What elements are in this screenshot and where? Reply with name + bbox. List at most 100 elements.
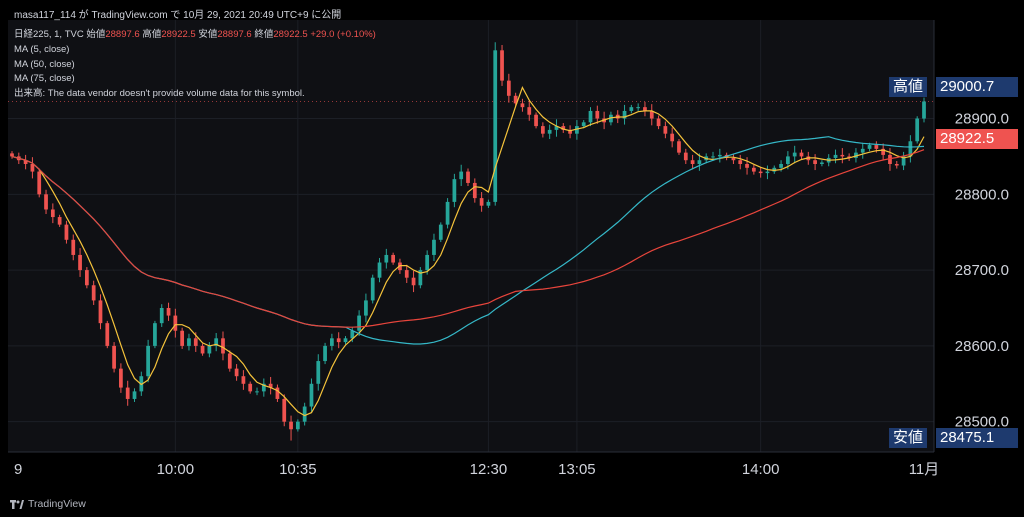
candle-body: [64, 224, 69, 240]
legend-open-value: 28897.6: [105, 29, 140, 40]
candle-body: [438, 224, 443, 240]
x-tick-label: 12:30: [470, 461, 508, 478]
y-tick-label: 28600.0: [955, 338, 1009, 355]
candle-body: [200, 345, 205, 354]
y-tick-label: 28500.0: [955, 414, 1009, 431]
legend-low-value: 28897.6: [217, 29, 252, 40]
candle-body: [894, 164, 899, 166]
legend-open-label: 始値: [86, 29, 106, 40]
candle-body: [207, 345, 212, 354]
candle-body: [10, 153, 14, 157]
candle-body: [132, 391, 137, 399]
candle-body: [323, 345, 327, 362]
candle-body: [867, 145, 872, 149]
ma75-line: [11, 149, 925, 328]
candle-body: [221, 338, 225, 354]
candle-body: [404, 270, 409, 278]
candle-body: [241, 376, 246, 384]
footer-brand-text: TradingView: [28, 498, 86, 510]
candle-body: [479, 198, 484, 206]
candle-body: [452, 179, 457, 202]
legend-volume-note: 出来高: The data vendor doesn't provide vol…: [14, 88, 305, 100]
candle-body: [71, 239, 76, 255]
candle-body: [105, 323, 110, 346]
legend-symbol[interactable]: 日経225, 1, TVC: [14, 29, 84, 40]
legend-high-label: 高値: [142, 29, 162, 40]
x-tick-label: 9: [14, 461, 22, 478]
candle-body: [57, 217, 62, 225]
candle-body: [309, 383, 314, 407]
candle-body: [193, 338, 198, 346]
candle-body: [173, 315, 178, 331]
candle-body: [330, 338, 334, 346]
legend-high-value: 28922.5: [161, 29, 196, 40]
x-tick-label: 10:00: [157, 461, 195, 478]
candle-body: [779, 164, 783, 168]
candle-body: [350, 330, 355, 339]
candle-body: [84, 270, 89, 286]
candle-body: [384, 254, 389, 263]
candle-body: [418, 270, 423, 286]
candle-body: [527, 107, 532, 115]
candle-body: [268, 383, 273, 388]
candle-body: [261, 383, 266, 392]
candle-body: [506, 80, 511, 96]
footer-brand[interactable]: TradingView: [10, 498, 86, 510]
candle-body: [540, 126, 545, 134]
candle-body: [255, 391, 259, 393]
candle-body: [391, 254, 396, 263]
candle-body: [370, 277, 375, 301]
candle-body: [411, 277, 416, 286]
candle-body: [711, 156, 715, 158]
candle-body: [643, 107, 647, 111]
candle-body: [282, 398, 287, 422]
candle-body: [751, 167, 756, 172]
candle-body: [248, 383, 253, 392]
candle-body: [289, 421, 293, 430]
legend-close-label: 終値: [254, 29, 274, 40]
candle-body: [656, 118, 661, 127]
legend-ma5[interactable]: MA (5, close): [14, 43, 70, 55]
candle-body: [575, 126, 579, 134]
candle-body: [377, 262, 382, 278]
candle-body: [636, 107, 641, 109]
candle-body: [670, 133, 675, 142]
candle-body: [91, 285, 96, 301]
high-value-badge: 29000.7: [936, 77, 1018, 97]
candle-body: [554, 126, 559, 130]
candle-body: [581, 122, 586, 127]
candle-body: [125, 387, 130, 399]
low-value-badge: 28475.1: [936, 428, 1018, 448]
candle-body: [30, 164, 35, 172]
candle-body: [493, 50, 498, 202]
legend-ma50[interactable]: MA (50, close): [14, 58, 75, 70]
candle-body: [357, 315, 361, 331]
candle-body: [881, 148, 886, 155]
last-price-badge: 28922.5: [936, 129, 1018, 149]
candle-body: [908, 141, 913, 157]
candle-body: [146, 345, 150, 377]
candle-body: [820, 162, 824, 164]
candle-body: [568, 129, 572, 134]
candle-body: [486, 201, 491, 206]
candle-body: [609, 114, 613, 123]
candle-body: [697, 160, 702, 164]
legend-ma75[interactable]: MA (75, close): [14, 73, 75, 85]
y-tick-label: 28700.0: [955, 262, 1009, 279]
candle-body: [180, 330, 185, 346]
candle-body: [595, 110, 600, 119]
candle-body: [901, 156, 906, 166]
candle-body: [758, 171, 763, 174]
x-tick-label: 13:05: [558, 461, 596, 478]
legend-change: +29.0 (+0.10%): [310, 29, 376, 40]
candle-body: [690, 160, 695, 164]
candle-body: [799, 152, 804, 157]
candle-body: [813, 160, 817, 164]
candle-body: [922, 101, 926, 119]
candle-body: [166, 308, 171, 316]
candle-body: [316, 361, 321, 384]
candle-body: [683, 152, 688, 161]
candle-body: [432, 239, 436, 255]
